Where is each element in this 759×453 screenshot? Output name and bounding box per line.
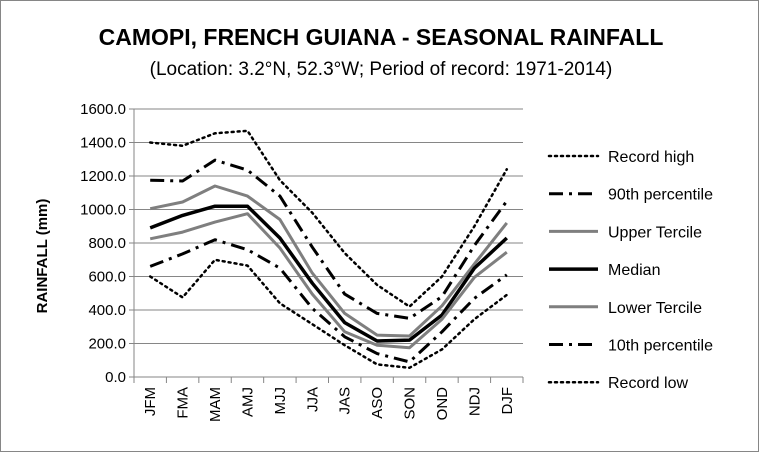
- x-tick-label-jas: JAS: [337, 387, 354, 415]
- gridlines: [129, 108, 523, 378]
- x-tick-label-mam: MAM: [207, 387, 224, 422]
- legend-label-lower-tercile: Lower Tercile: [608, 300, 702, 317]
- chart-subtitle: (Location: 3.2°N, 52.3°W; Period of reco…: [150, 59, 613, 80]
- y-tick-label-7: 1400.0: [80, 135, 126, 152]
- y-tick-label-8: 1600.0: [80, 101, 126, 118]
- legend-label-upper-tercile: Upper Tercile: [608, 224, 702, 241]
- y-tick-label-3: 600.0: [88, 269, 126, 286]
- series-line-90th-percentile: [150, 158, 509, 320]
- y-axis-title: RAINFALL (mm): [34, 199, 51, 314]
- x-tick-label-ndj: NDJ: [466, 387, 483, 416]
- y-tick-label-6: 1200.0: [80, 168, 126, 185]
- series-line-record-low: [148, 258, 509, 370]
- legend-label-record-low: Record low: [608, 375, 688, 392]
- series-line-upper-tercile: [149, 184, 508, 338]
- legend-label-10th-percentile: 10th percentile: [608, 338, 713, 355]
- axes: [133, 109, 523, 378]
- series-line-median: [149, 204, 508, 343]
- legend-label-median: Median: [608, 262, 660, 279]
- x-tick-label-jja: JJA: [304, 387, 321, 412]
- x-tick-label-aso: ASO: [369, 387, 386, 419]
- x-tick-label-son: SON: [402, 387, 419, 420]
- x-tick-label-djf: DJF: [499, 387, 516, 415]
- chart-title: CAMOPI, FRENCH GUIANA - SEASONAL RAINFAL…: [99, 24, 664, 50]
- series-lines: [148, 129, 509, 370]
- y-tick-label-2: 400.0: [88, 302, 126, 319]
- x-tick-label-fma: FMA: [175, 387, 192, 419]
- series-line-10th-percentile: [149, 238, 508, 364]
- series-line-record-high: [148, 129, 509, 308]
- series-line-lower-tercile: [149, 212, 508, 350]
- y-tick-label-0: 0.0: [105, 369, 126, 386]
- y-axis-tick-labels: 0.0 200.0 400.0 600.0 800.0 1000.0 1200.0 1400.…: [80, 101, 126, 386]
- legend-label-record-high: Record high: [608, 149, 694, 166]
- legend-label-90th-percentile: 90th percentile: [608, 187, 713, 204]
- y-tick-label-5: 1000.0: [80, 202, 126, 219]
- x-tick-label-ond: OND: [434, 387, 451, 421]
- x-tick-label-mjj: MJJ: [272, 387, 289, 415]
- y-tick-label-1: 200.0: [88, 336, 126, 353]
- x-tick-label-jfm: JFM: [142, 387, 159, 416]
- legend: Record high 90th percentile Upper Tercile M…: [547, 149, 713, 392]
- y-tick-label-4: 800.0: [88, 235, 126, 252]
- x-tick-label-amj: AMJ: [239, 387, 256, 417]
- x-axis-tick-labels: JFM FMA MAM AMJ MJJ JJA JAS ASO SON OND NDJ DJF: [133, 377, 524, 422]
